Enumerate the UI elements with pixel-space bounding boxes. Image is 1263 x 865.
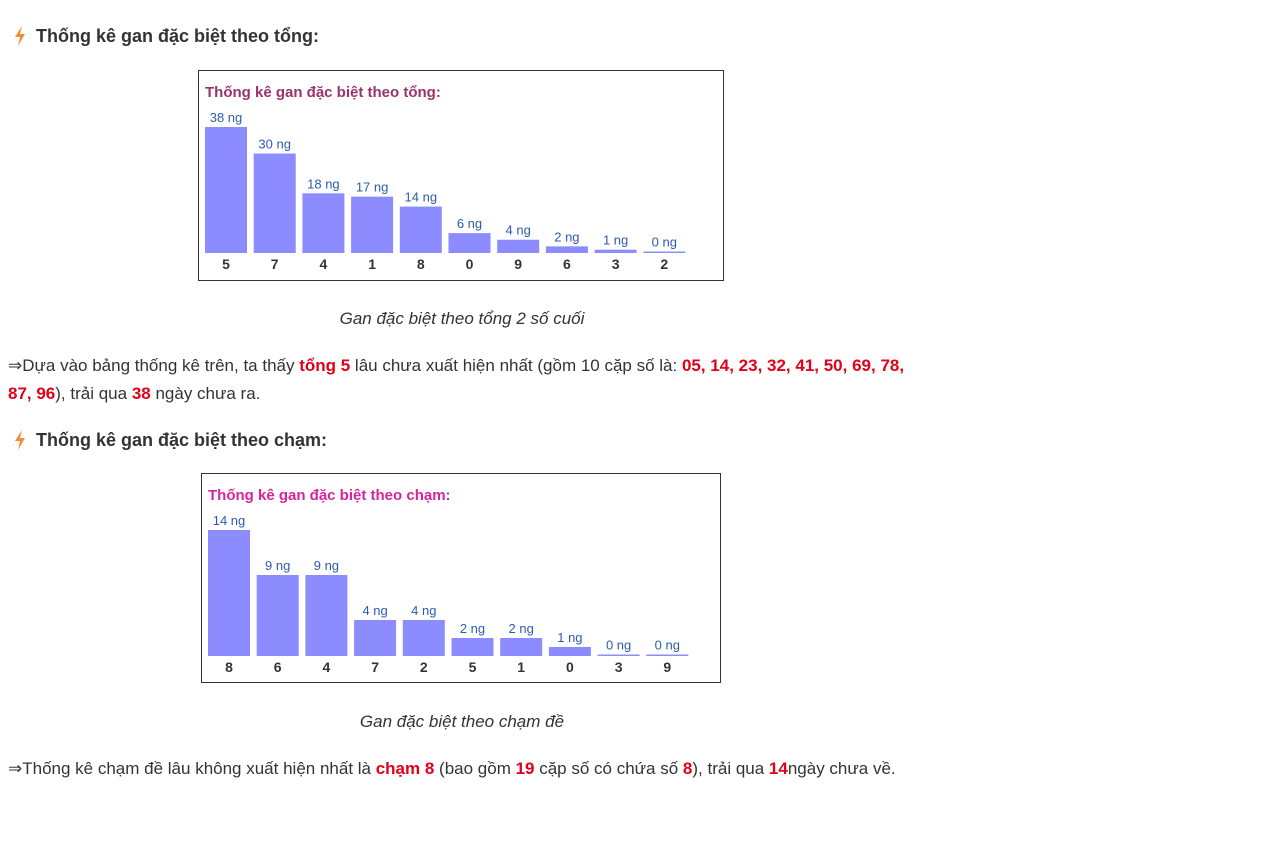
highlight-days: 14 xyxy=(768,759,788,778)
bar-9 xyxy=(646,654,689,656)
value-label: 2 ng xyxy=(460,621,485,636)
chart-tong: Thống kê gan đặc biệt theo tổng: 38 ng 5 30… xyxy=(198,70,724,281)
conclusion-text: cặp số có chứa số xyxy=(534,759,683,778)
category-label: 5 xyxy=(222,256,230,272)
value-label: 30 ng xyxy=(258,137,291,152)
highlight-days: 38 xyxy=(131,384,151,403)
bar-4 xyxy=(305,575,348,656)
conclusion-text: (bao gồm xyxy=(434,759,516,778)
conclusion-text: ), trải qua xyxy=(692,759,769,778)
conclusion-text: Thống kê chạm đề lâu không xuất hiện nhấ… xyxy=(22,759,376,778)
conclusion-cham: ⇒Thống kê chạm đề lâu không xuất hiện nh… xyxy=(8,755,923,783)
value-label: 4 ng xyxy=(411,603,436,618)
value-label: 38 ng xyxy=(210,110,243,125)
category-label: 4 xyxy=(323,659,331,675)
lightning-bolt-icon xyxy=(15,430,25,450)
caption-cham: Gan đặc biệt theo chạm đề xyxy=(359,712,565,731)
highlight-pair-list: 05, 14, 23, 32, 41, 50, 69, 78, 87, 96 xyxy=(8,356,905,403)
bar-6 xyxy=(545,246,588,253)
bar-0 xyxy=(448,233,491,253)
value-label: 4 ng xyxy=(362,603,387,618)
value-label: 0 ng xyxy=(652,235,677,250)
value-label: 14 ng xyxy=(213,513,246,528)
value-label: 2 ng xyxy=(509,621,534,636)
category-label: 2 xyxy=(420,659,428,675)
chart-tong-svg: Thống kê gan đặc biệt theo tổng:38 ng530… xyxy=(205,84,686,272)
highlight-pair-count: 19 xyxy=(515,759,535,778)
value-label: 2 ng xyxy=(554,229,579,244)
arrow-symbol: ⇒ xyxy=(8,759,23,778)
category-label: 0 xyxy=(466,256,474,272)
lightning-bolt-icon xyxy=(15,26,25,46)
bar-6 xyxy=(256,575,299,656)
chart-cham: Thống kê gan đặc biệt theo chạm: 14 ng 8 9 … xyxy=(201,473,721,683)
bar-3 xyxy=(597,654,640,656)
bar-2 xyxy=(643,251,686,253)
category-label: 0 xyxy=(566,659,574,675)
value-label: 9 ng xyxy=(314,558,339,573)
bar-9 xyxy=(497,239,540,253)
arrow-symbol: ⇒ xyxy=(8,356,23,375)
category-label: 1 xyxy=(517,659,525,675)
value-label: 1 ng xyxy=(603,233,628,248)
bar-7 xyxy=(354,620,397,656)
value-label: 17 ng xyxy=(356,180,389,195)
bar-1 xyxy=(351,196,394,253)
bar-1 xyxy=(500,638,543,656)
category-label: 7 xyxy=(271,256,279,272)
conclusion-text: ngày chưa về. xyxy=(787,759,896,778)
category-label: 8 xyxy=(417,256,425,272)
category-label: 5 xyxy=(469,659,477,675)
value-label: 18 ng xyxy=(307,176,340,191)
value-label: 14 ng xyxy=(405,190,438,205)
bar-2 xyxy=(402,620,445,656)
section-heading-tong: Thống kê gan đặc biệt theo tổng: xyxy=(12,24,319,48)
bar-8 xyxy=(399,206,442,253)
category-label: 7 xyxy=(371,659,379,675)
bar-0 xyxy=(548,647,591,656)
category-label: 9 xyxy=(663,659,671,675)
category-label: 8 xyxy=(225,659,233,675)
highlight-tong-value: tổng 5 xyxy=(299,356,351,375)
value-label: 9 ng xyxy=(265,558,290,573)
highlight-cham-value: chạm 8 xyxy=(375,759,435,778)
section-heading-cham: Thống kê gan đặc biệt theo chạm: xyxy=(12,428,327,452)
value-label: 0 ng xyxy=(655,638,680,653)
bar-3 xyxy=(594,249,637,253)
category-label: 3 xyxy=(612,256,620,272)
section-heading-cham-text: Thống kê gan đặc biệt theo chạm: xyxy=(36,429,328,450)
conclusion-tong: ⇒Dựa vào bảng thống kê trên, ta thấy tổn… xyxy=(8,352,923,408)
category-label: 1 xyxy=(368,256,376,272)
bar-4 xyxy=(302,193,345,253)
category-label: 6 xyxy=(563,256,571,272)
conclusion-text: Dựa vào bảng thống kê trên, ta thấy xyxy=(22,356,300,375)
category-label: 9 xyxy=(514,256,522,272)
caption-tong: Gan đặc biệt theo tổng 2 số cuối xyxy=(339,309,585,328)
category-label: 6 xyxy=(274,659,282,675)
conclusion-text: ), trải qua xyxy=(55,384,132,403)
chart-title: Thống kê gan đặc biệt theo chạm: xyxy=(208,487,451,504)
category-label: 4 xyxy=(320,256,328,272)
conclusion-text: lâu chưa xuất hiện nhất (gồm 10 cặp số l… xyxy=(350,356,682,375)
value-label: 1 ng xyxy=(557,630,582,645)
chart-cham-svg: Thống kê gan đặc biệt theo chạm:14 ng89 … xyxy=(208,487,689,675)
bar-7 xyxy=(253,153,296,253)
value-label: 4 ng xyxy=(506,223,531,238)
category-label: 3 xyxy=(615,659,623,675)
category-label: 2 xyxy=(660,256,668,272)
section-heading-tong-text: Thống kê gan đặc biệt theo tổng: xyxy=(36,25,319,46)
bar-5 xyxy=(451,638,494,656)
value-label: 6 ng xyxy=(457,216,482,231)
highlight-digit: 8 xyxy=(682,759,693,778)
value-label: 0 ng xyxy=(606,638,631,653)
conclusion-text: ngày chưa ra. xyxy=(150,384,261,403)
chart-title: Thống kê gan đặc biệt theo tổng: xyxy=(205,84,441,101)
bar-8 xyxy=(208,530,250,656)
bar-5 xyxy=(205,127,247,253)
